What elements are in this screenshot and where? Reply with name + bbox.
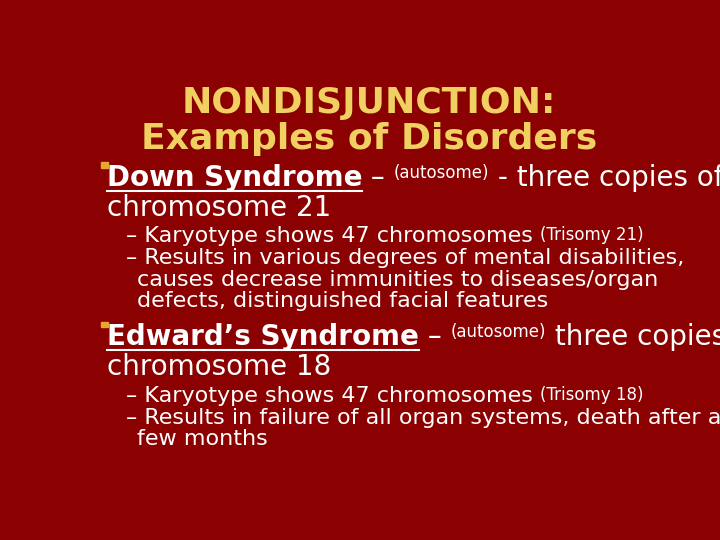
Text: – Results in various degrees of mental disabilities,: – Results in various degrees of mental d…: [126, 248, 685, 268]
FancyBboxPatch shape: [101, 322, 108, 327]
Text: chromosome 18: chromosome 18: [107, 353, 331, 381]
FancyBboxPatch shape: [101, 163, 108, 168]
Text: (autosome): (autosome): [450, 323, 546, 341]
Text: –: –: [418, 323, 450, 351]
Text: (Trisomy 18): (Trisomy 18): [540, 386, 644, 403]
Text: NONDISJUNCTION:: NONDISJUNCTION:: [182, 85, 556, 119]
Text: – Karyotype shows 47 chromosomes: – Karyotype shows 47 chromosomes: [126, 386, 540, 406]
Text: (Trisomy 21): (Trisomy 21): [540, 226, 644, 244]
Text: Examples of Disorders: Examples of Disorders: [141, 122, 597, 156]
Text: – Karyotype shows 47 chromosomes: – Karyotype shows 47 chromosomes: [126, 226, 540, 246]
Text: –: –: [362, 164, 394, 192]
Text: few months: few months: [138, 429, 268, 449]
Text: Down Syndrome: Down Syndrome: [107, 164, 362, 192]
Text: defects, distinguished facial features: defects, distinguished facial features: [138, 291, 549, 311]
Text: (autosome): (autosome): [394, 164, 490, 182]
Text: Edward’s Syndrome: Edward’s Syndrome: [107, 323, 418, 351]
Text: three copies of: three copies of: [546, 323, 720, 351]
Text: – Results in failure of all organ systems, death after a: – Results in failure of all organ system…: [126, 408, 720, 428]
Text: chromosome 21: chromosome 21: [107, 194, 331, 222]
Text: causes decrease immunities to diseases/organ: causes decrease immunities to diseases/o…: [138, 269, 659, 289]
Text: - three copies of: - three copies of: [490, 164, 720, 192]
